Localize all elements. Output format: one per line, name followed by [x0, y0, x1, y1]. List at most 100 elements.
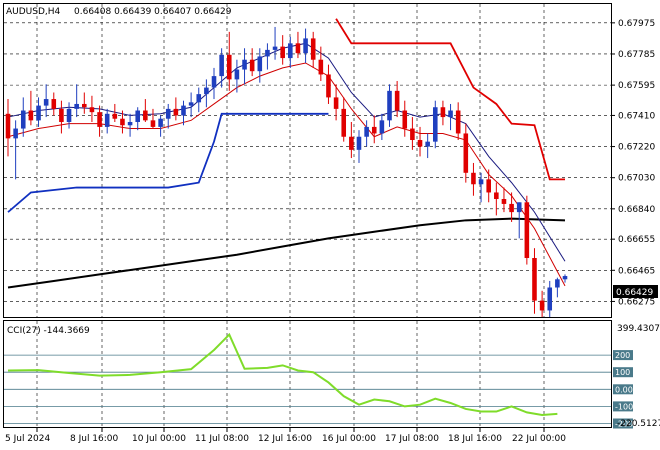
cci-max-label: 399.4307 [617, 324, 660, 334]
candle-body [394, 90, 400, 111]
candle-body [516, 202, 522, 213]
price-tick-label: 0.66840 [618, 205, 655, 215]
candle-body [272, 46, 278, 50]
cci-level-label: 200 [615, 351, 630, 360]
candle-body [547, 287, 553, 311]
time-tick-label: 5 Jul 2024 [5, 434, 50, 444]
candle-body [288, 43, 293, 59]
candle-body [432, 107, 438, 142]
candle-body [150, 120, 156, 127]
candle-body [226, 54, 232, 80]
price-tick-label: 0.66465 [618, 266, 655, 276]
price-tick-label: 0.67220 [618, 143, 655, 153]
candle-body [242, 59, 247, 70]
main-pane-frame [3, 3, 612, 318]
candle-body [509, 203, 514, 213]
candle-body [143, 110, 148, 121]
candle-body [371, 126, 377, 134]
candle-body [127, 121, 133, 126]
candle-body [165, 108, 171, 119]
candle-body [74, 103, 79, 109]
candle-body [43, 99, 49, 106]
time-tick-label: 8 Jul 16:00 [70, 434, 119, 444]
candle-body [455, 110, 461, 134]
price-axis: 0.67975 0.67785 0.67595 0.67410 0.67220 0.670… [611, 19, 655, 307]
symbol-timeframe: AUDUSD,H4 [6, 7, 61, 17]
candle-body [36, 105, 41, 121]
price-tick-label: 0.67595 [618, 81, 655, 91]
cci-level-tag [613, 367, 633, 378]
candle-body [204, 87, 209, 95]
price-tick-label: 0.66275 [618, 297, 655, 307]
cci-level-tag [613, 401, 633, 412]
ema-fast-line [7, 42, 566, 262]
candle-body [303, 38, 308, 54]
candle-body [562, 276, 568, 280]
candle-body [219, 54, 224, 77]
price-tick-label: 0.67785 [618, 50, 655, 60]
candle-body [402, 110, 408, 129]
time-tick-label: 22 Jul 00:00 [512, 434, 566, 444]
candle-body [181, 105, 186, 116]
candle-body [440, 107, 446, 118]
candle-body [257, 56, 263, 72]
time-tick-label: 17 Jul 08:00 [385, 434, 439, 444]
candle-body [448, 110, 453, 118]
candle-body [478, 179, 484, 185]
candle-body [494, 192, 499, 200]
time-tick-label: 10 Jul 00:00 [132, 434, 186, 444]
ema-mid-line [7, 62, 566, 287]
candle-body [158, 118, 163, 127]
trailing-stop-up-line [7, 112, 329, 213]
cci-min-label: -220.5127 [617, 419, 660, 429]
candle-body [310, 38, 316, 60]
trailing-stop-down-line [335, 18, 565, 181]
cci-label: CCI(27) -144.3669 [7, 326, 90, 336]
candle-body [265, 49, 270, 57]
candle-body [280, 46, 285, 59]
candle-body [387, 90, 392, 121]
candle-body [112, 113, 118, 119]
time-tick-label: 16 Jul 00:00 [322, 434, 376, 444]
current-price-label: 0.66429 [616, 288, 653, 298]
candle-body [234, 69, 240, 80]
candle-body [364, 126, 369, 137]
cci-level-tag [613, 384, 633, 395]
candle-body [28, 110, 34, 121]
candle-body [417, 140, 423, 147]
time-axis: 5 Jul 2024 8 Jul 16:00 10 Jul 00:00 11 Jul … [5, 428, 566, 444]
candle-body [326, 74, 331, 98]
candle-body [379, 120, 385, 134]
time-tick-label: 11 Jul 08:00 [195, 434, 249, 444]
candle-body [471, 172, 476, 185]
cci-line-group [7, 332, 558, 416]
candle-body [196, 94, 202, 103]
candle-body [501, 199, 507, 204]
candle-body [173, 108, 179, 116]
candle-body [410, 128, 415, 141]
price-tick-label: 0.67975 [618, 19, 655, 29]
cci-level-label: -100 [615, 402, 633, 411]
cci-line [7, 332, 558, 416]
candle-body [425, 141, 430, 147]
candle-body [211, 76, 217, 88]
cci-levels: 200 100 0.00 -100 -200 [4, 350, 633, 429]
candle-body [295, 43, 301, 54]
cci-level-label: 0.00 [615, 385, 633, 394]
candle-body [135, 110, 141, 122]
candle-body [188, 102, 194, 106]
cci-level-tag [613, 418, 633, 429]
candle-body [524, 202, 530, 259]
candle-body [341, 108, 347, 137]
price-tick-label: 0.67410 [618, 111, 655, 121]
candle-body [66, 108, 72, 122]
time-tick-label: 12 Jul 16:00 [258, 434, 312, 444]
indicator-pane-frame [3, 320, 612, 428]
cci-level-label: -200 [615, 419, 633, 428]
candle-body [539, 300, 545, 311]
candles[interactable] [5, 26, 568, 317]
price-tick-label: 0.66655 [618, 235, 655, 245]
candle-body [532, 258, 537, 301]
